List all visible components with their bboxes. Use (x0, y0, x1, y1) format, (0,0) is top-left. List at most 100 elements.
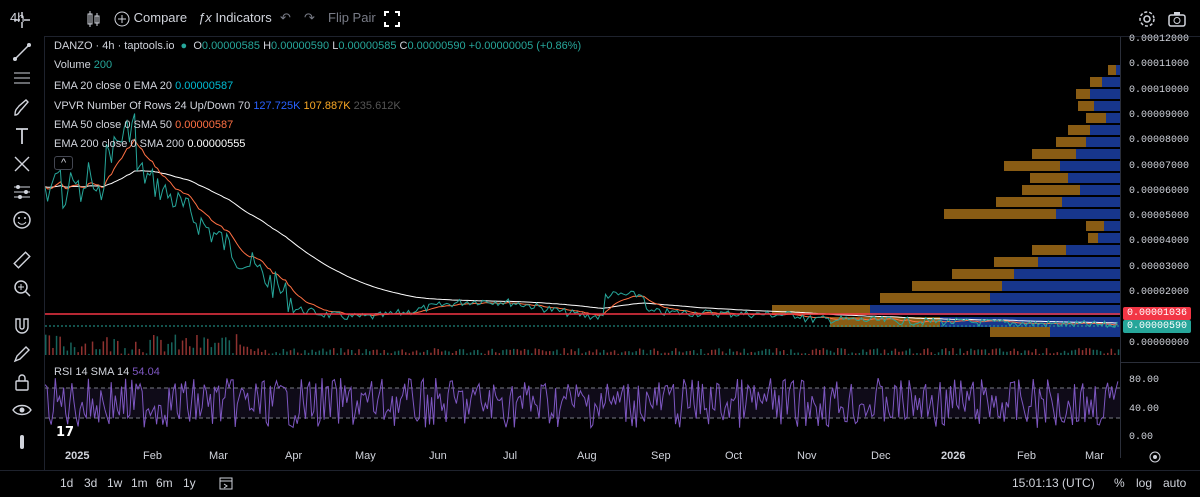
volume-bar (552, 351, 555, 355)
volume-bar (1085, 348, 1087, 355)
time-axis-settings-icon[interactable] (1148, 450, 1162, 467)
range-1d[interactable]: 1d (60, 476, 74, 490)
flip-pair-button[interactable]: Flip Pair (328, 10, 376, 25)
ema20-legend[interactable]: EMA 20 close 0 EMA 20 0.00000587 (54, 80, 233, 92)
range-3d[interactable]: 3d (84, 476, 98, 490)
volume-bar (84, 343, 87, 355)
volume-bar (1099, 351, 1102, 355)
volume-bar (718, 348, 720, 355)
brush-icon[interactable] (12, 98, 32, 118)
pattern-icon[interactable] (12, 154, 32, 174)
volume-bar (743, 348, 745, 355)
clock[interactable]: 15:01:13 (UTC) (1012, 476, 1095, 490)
volume-bar (369, 351, 371, 355)
price-chart[interactable] (45, 37, 1120, 457)
range-6m[interactable]: 6m (156, 476, 173, 490)
volume-bar (707, 353, 709, 355)
volume-bar (1089, 348, 1091, 355)
fullscreen-icon[interactable] (384, 0, 400, 36)
symbol-title[interactable]: DANZO · 4h · taptools.io (54, 40, 175, 52)
volume-bar (559, 353, 562, 355)
vpvr-down-row (1108, 65, 1116, 75)
pencil-lock-icon[interactable] (12, 344, 32, 364)
price-tick: 0.00007000 (1129, 160, 1190, 172)
trendline-icon[interactable] (12, 42, 32, 62)
volume-bar (228, 340, 231, 355)
volume-bar (876, 348, 879, 355)
volume-bar (120, 353, 123, 355)
volume-bar (642, 349, 645, 355)
volume-bar (250, 349, 252, 355)
lock-icon[interactable] (12, 372, 32, 392)
zoom-in-icon[interactable] (12, 278, 32, 298)
eye-icon[interactable] (12, 400, 32, 420)
vpvr-up-row (990, 293, 1120, 303)
vpvr-down-row (1086, 221, 1104, 231)
rsi-axis[interactable]: 80.00 40.00 0.00 (1120, 362, 1200, 458)
volume-bar (1049, 353, 1051, 355)
compare-button[interactable]: Compare (114, 0, 187, 36)
volume-bar (808, 353, 810, 355)
candle-type-icon[interactable] (86, 0, 100, 36)
undo-icon[interactable]: ↶ (280, 10, 291, 25)
range-1w[interactable]: 1w (107, 476, 123, 490)
volume-bar (480, 352, 483, 355)
drawing-toolbar (0, 12, 45, 496)
volume-bar (1045, 348, 1048, 355)
price-axis[interactable]: 0.00012000 0.00011000 0.00010000 0.00009000… (1120, 34, 1200, 362)
volume-bar (246, 346, 249, 355)
volume-bar (610, 351, 612, 355)
settings-gear-icon[interactable] (1138, 0, 1156, 36)
volume-bar (585, 352, 587, 355)
vpvr-up-row (1014, 269, 1120, 279)
time-axis[interactable]: 2025 Feb Mar Apr May Jun Jul Aug Sep Oct Nov Dec 202… (45, 448, 1120, 466)
date-range-icon[interactable] (219, 476, 233, 493)
volume-bar (73, 347, 76, 355)
volume-bar (534, 348, 537, 355)
ema50-legend[interactable]: EMA 50 close 0 SMA 50 0.00000587 (54, 119, 233, 131)
volume-bar (574, 351, 576, 355)
interval-button[interactable]: 4h (10, 10, 25, 25)
volume-bar (613, 350, 616, 355)
time-tick: May (355, 450, 376, 462)
volume-value: 200 (93, 59, 113, 71)
ruler-icon[interactable] (12, 250, 32, 270)
ema200-legend[interactable]: EMA 200 close 0 SMA 200 0.00000555 (54, 138, 245, 150)
rsi-legend[interactable]: RSI 14 SMA 14 54.04 (54, 366, 160, 378)
time-tick: Aug (577, 450, 597, 462)
measure-icon[interactable] (12, 182, 32, 202)
volume-bar (1056, 352, 1059, 355)
log-toggle[interactable]: log (1136, 476, 1153, 490)
volume-legend[interactable]: Volume 200 (54, 59, 112, 71)
auto-toggle[interactable]: auto (1163, 476, 1187, 490)
vpvr-legend[interactable]: VPVR Number Of Rows 24 Up/Down 70 127.72… (54, 100, 401, 112)
volume-bar (243, 346, 245, 355)
magnet-icon[interactable] (12, 316, 32, 336)
scroll-handle-icon[interactable] (12, 432, 32, 452)
volume-bar (333, 348, 335, 355)
range-1y[interactable]: 1y (183, 476, 196, 490)
emoji-icon[interactable] (12, 210, 32, 230)
volume-bar (527, 349, 529, 355)
fib-icon[interactable] (12, 68, 32, 88)
redo-icon[interactable]: ↷ (304, 10, 315, 25)
indicators-button[interactable]: ƒx Indicators (198, 0, 272, 36)
crosshair-icon[interactable] (12, 10, 32, 30)
volume-bar (966, 350, 969, 355)
volume-bar (88, 353, 90, 355)
percent-toggle[interactable]: % (1114, 476, 1125, 490)
volume-bar (268, 353, 270, 355)
vpvr-label: VPVR Number Of Rows 24 Up/Down 70 (54, 100, 251, 112)
camera-icon[interactable] (1168, 0, 1186, 36)
volume-bar (444, 350, 447, 355)
range-1m[interactable]: 1m (131, 476, 148, 490)
volume-bar (1081, 350, 1084, 355)
volume-bar (941, 349, 943, 355)
volume-bar (639, 348, 641, 355)
text-tool-icon[interactable] (12, 126, 32, 146)
volume-bar (372, 349, 375, 355)
volume-bar (109, 351, 112, 355)
volume-bar (1107, 352, 1109, 355)
collapse-legend-button[interactable]: ^ (54, 156, 74, 170)
vpvr-up-row (1102, 77, 1120, 87)
